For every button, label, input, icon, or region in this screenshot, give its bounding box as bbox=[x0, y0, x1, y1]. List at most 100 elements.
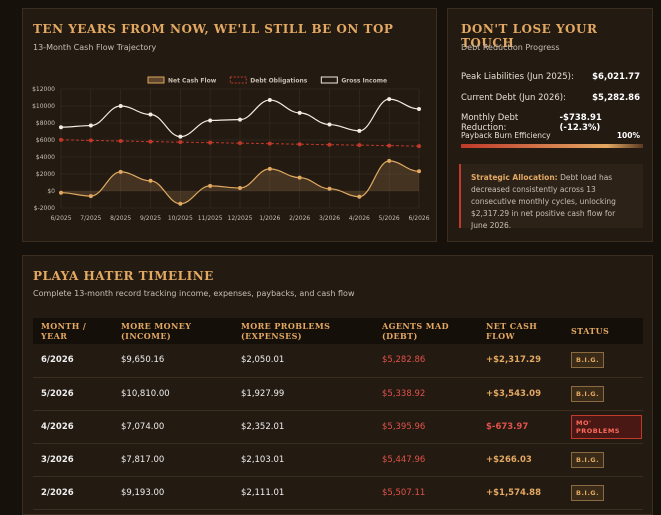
point bbox=[208, 183, 213, 188]
point bbox=[357, 128, 362, 133]
legend-swatch bbox=[229, 76, 247, 84]
touch-title: DON'T LOSE YOUR TOUCH bbox=[461, 22, 598, 50]
cell: $5,338.92 bbox=[374, 377, 478, 411]
cell: $2,352.01 bbox=[233, 410, 374, 444]
cell: B.I.G. bbox=[563, 377, 643, 411]
column-header: NET CASH FLOW bbox=[478, 318, 563, 344]
cell: B.I.G. bbox=[563, 443, 643, 477]
cell: +$3,543.09 bbox=[478, 377, 563, 411]
chart: $-2000 $0 $2000 $4000 $6000 $8000 $10000 $12000… bbox=[32, 76, 430, 222]
point bbox=[267, 98, 272, 103]
stat-row: Monthly Debt Reduction: -$738.91 (-12.3%) bbox=[461, 113, 640, 133]
x-tick-label: 5/2026 bbox=[379, 215, 400, 222]
cell: B.I.G. bbox=[563, 344, 643, 378]
point bbox=[118, 169, 123, 174]
y-tick-label: $10000 bbox=[32, 103, 55, 110]
x-tick-label: 3/2026 bbox=[319, 215, 340, 222]
cell: B.I.G. bbox=[563, 476, 643, 510]
x-tick-label: 11/2025 bbox=[198, 215, 223, 222]
note: Strategic Allocation: Debt load has decr… bbox=[459, 164, 643, 230]
touch-subtitle: Debt Reduction Progress bbox=[461, 43, 560, 52]
point bbox=[178, 140, 183, 145]
point bbox=[387, 158, 392, 163]
chart-panel: TEN YEARS FROM NOW, WE'LL STILL BE ON TO… bbox=[22, 8, 437, 242]
point bbox=[118, 104, 123, 108]
point bbox=[297, 175, 302, 180]
timeline-table: MONTH / YEAR MORE MONEY (INCOME) MORE PROB… bbox=[33, 318, 643, 510]
y-tick-label: $8000 bbox=[36, 120, 55, 127]
cell: $5,395.96 bbox=[374, 410, 478, 444]
y-tick-label: $12000 bbox=[32, 86, 55, 93]
cell: $5,507.11 bbox=[374, 476, 478, 510]
y-tick-label: $4000 bbox=[36, 154, 55, 161]
area bbox=[61, 160, 419, 204]
point bbox=[88, 194, 93, 199]
cell: $5,282.86 bbox=[374, 344, 478, 378]
timeline-title: PLAYA HATER TIMELINE bbox=[33, 269, 214, 283]
touch-panel: DON'T LOSE YOUR TOUCH Debt Reduction Pro… bbox=[447, 8, 653, 242]
point bbox=[327, 186, 332, 191]
page: TEN YEARS FROM NOW, WE'LL STILL BE ON TO… bbox=[22, 8, 653, 515]
row: 3/2026 $7,817.00 $2,103.01 $5,447.96 +$266.0… bbox=[33, 443, 643, 477]
point bbox=[267, 141, 272, 146]
x-tick-label: 4/2026 bbox=[349, 215, 370, 222]
point bbox=[267, 166, 272, 171]
point bbox=[148, 112, 153, 117]
x-tick-label: 6/2026 bbox=[408, 215, 429, 222]
cell: $7,074.00 bbox=[113, 410, 233, 444]
point bbox=[178, 134, 183, 139]
x-tick-label: 9/2025 bbox=[140, 215, 161, 222]
point bbox=[238, 186, 242, 191]
stat-label: Current Debt (Jun 2026): bbox=[461, 93, 566, 103]
legend-label: Net Cash Flow bbox=[168, 78, 217, 85]
cell: 4/2026 bbox=[33, 410, 113, 444]
row: 4/2026 $7,074.00 $2,352.01 $5,395.96 $-673.9… bbox=[33, 410, 643, 444]
cell: MO' PROBLEMS bbox=[563, 410, 643, 444]
chart-subtitle: 13-Month Cash Flow Trajectory bbox=[33, 43, 157, 52]
y-tick-label: $2000 bbox=[36, 171, 55, 178]
cell: $1,927.99 bbox=[233, 377, 374, 411]
point bbox=[148, 139, 153, 144]
status-badge: B.I.G. bbox=[571, 385, 605, 402]
point bbox=[327, 142, 332, 147]
point bbox=[357, 143, 362, 148]
x-tick-label: 1/2026 bbox=[259, 215, 280, 222]
cell: $10,810.00 bbox=[113, 377, 233, 411]
efficiency-row: Payback Burn Efficiency 100% bbox=[461, 131, 640, 140]
cell: $-673.97 bbox=[478, 410, 563, 444]
point bbox=[387, 97, 392, 102]
legend-label: Debt Obligations bbox=[250, 78, 307, 85]
efficiency-label: Payback Burn Efficiency bbox=[461, 131, 551, 140]
x-tick-label: 12/2025 bbox=[228, 215, 253, 222]
row: 5/2026 $10,810.00 $1,927.99 $5,338.92 +$3,54… bbox=[33, 377, 643, 411]
cell: 6/2026 bbox=[33, 344, 113, 378]
status-badge: MO' PROBLEMS bbox=[571, 414, 642, 439]
efficiency-value: 100% bbox=[616, 131, 640, 140]
point bbox=[297, 110, 302, 115]
cell: +$1,574.88 bbox=[478, 476, 563, 510]
point bbox=[178, 201, 183, 206]
x-tick-label: 10/2025 bbox=[168, 215, 193, 222]
point bbox=[417, 144, 421, 149]
legend-swatch bbox=[147, 76, 165, 84]
point bbox=[417, 169, 421, 174]
cell: +$266.03 bbox=[478, 443, 563, 477]
point bbox=[238, 141, 242, 146]
cell: $2,103.01 bbox=[233, 443, 374, 477]
point bbox=[59, 190, 63, 195]
y-tick-label: $6000 bbox=[36, 137, 55, 144]
column-header: MONTH / YEAR bbox=[33, 318, 113, 344]
chart-title: TEN YEARS FROM NOW, WE'LL STILL BE ON TO… bbox=[33, 22, 394, 36]
y-tick-label: $0 bbox=[47, 188, 55, 195]
point bbox=[208, 140, 213, 145]
efficiency-bar bbox=[461, 144, 643, 148]
header-row: MONTH / YEAR MORE MONEY (INCOME) MORE PROB… bbox=[33, 318, 643, 344]
cell: $2,050.01 bbox=[233, 344, 374, 378]
point bbox=[118, 139, 123, 144]
status-badge: B.I.G. bbox=[571, 484, 605, 501]
cell: $5,447.96 bbox=[374, 443, 478, 477]
timeline-subtitle: Complete 13-month record tracking income… bbox=[33, 289, 355, 298]
stat-label: Monthly Debt Reduction: bbox=[461, 113, 519, 133]
cell: $9,650.16 bbox=[113, 344, 233, 378]
legend-swatch bbox=[320, 76, 338, 84]
